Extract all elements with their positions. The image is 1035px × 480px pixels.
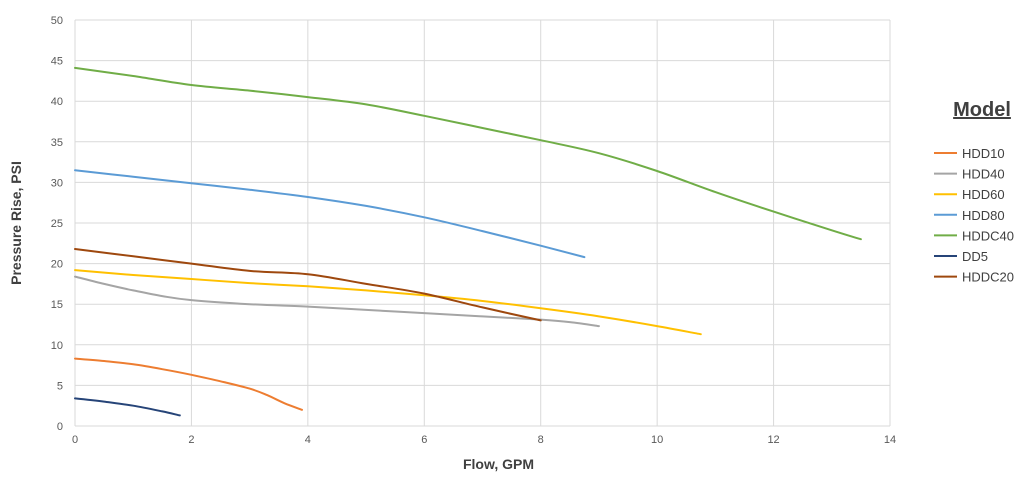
y-tick-label: 0	[57, 421, 63, 433]
y-axis-title: Pressure Rise, PSI	[8, 161, 24, 285]
x-axis-ticks: 0 2 4 6 8 10 12 14	[72, 434, 896, 446]
series-line-hdd60	[74, 269, 702, 336]
legend-label-hdd60: HDD60	[962, 187, 1005, 202]
y-tick-label: 25	[51, 218, 63, 230]
series-line-dd5	[74, 397, 181, 417]
legend-label-hdd10: HDD10	[962, 146, 1005, 161]
y-tick-label: 45	[51, 56, 63, 68]
x-axis-title: Flow, GPM	[463, 456, 534, 472]
x-tick-label: 6	[421, 434, 427, 446]
legend-label-dd5: DD5	[962, 249, 988, 264]
legend: HDD10 HDD40 HDD60 HDD80 HDDC40 DD5 HDDC20	[934, 146, 1014, 285]
legend-label-hddc40: HDDC40	[962, 228, 1014, 243]
series-line-hddc20	[74, 248, 542, 322]
y-tick-label: 15	[51, 299, 63, 311]
y-tick-label: 30	[51, 177, 63, 189]
legend-label-hdd40: HDD40	[962, 167, 1005, 182]
series-lines	[74, 66, 862, 417]
x-tick-label: 10	[651, 434, 663, 446]
y-tick-label: 35	[51, 137, 63, 149]
y-tick-label: 20	[51, 259, 63, 271]
legend-label-hddc20: HDDC20	[962, 270, 1014, 285]
series-line-hddc40	[74, 66, 862, 241]
x-tick-label: 4	[305, 434, 311, 446]
legend-title: Model	[953, 99, 1011, 121]
gridlines	[74, 19, 891, 427]
y-axis-ticks: 0 5 10 15 20 25 30 35 40 45 50	[51, 15, 63, 433]
y-tick-label: 10	[51, 340, 63, 352]
y-tick-label: 50	[51, 15, 63, 27]
series-line-hdd10	[74, 357, 303, 411]
x-tick-label: 12	[767, 434, 779, 446]
x-tick-label: 2	[188, 434, 194, 446]
legend-label-hdd80: HDD80	[962, 208, 1005, 223]
x-tick-label: 0	[72, 434, 78, 446]
x-tick-label: 14	[884, 434, 896, 446]
y-tick-label: 5	[57, 380, 63, 392]
x-tick-label: 8	[538, 434, 544, 446]
y-tick-label: 40	[51, 96, 63, 108]
series-line-hdd80	[74, 169, 586, 259]
series-line-hdd40	[74, 275, 600, 328]
